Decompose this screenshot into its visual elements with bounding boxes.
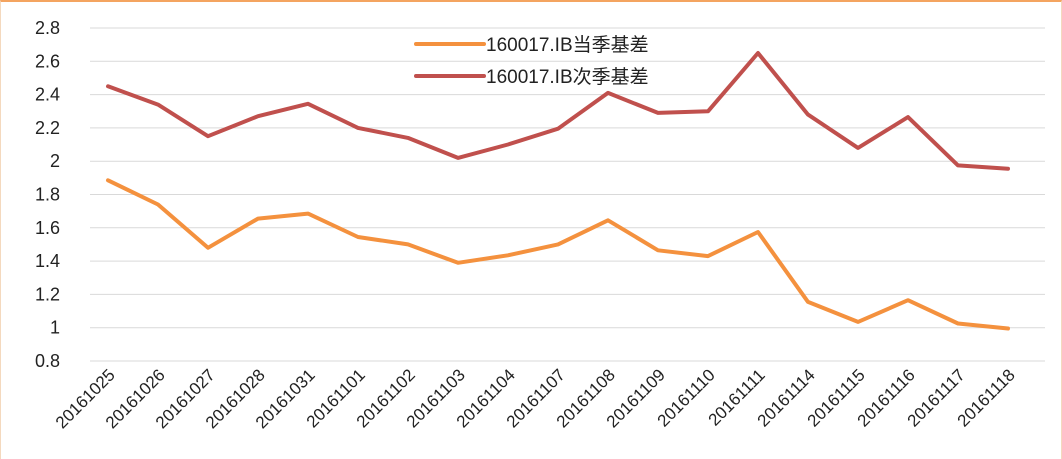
y-tick-label: 1: [50, 318, 60, 338]
y-tick-label: 1.2: [35, 284, 60, 304]
series-line-2: [106, 51, 1010, 171]
series-lines: [106, 51, 1010, 331]
y-tick-label: 0.8: [35, 351, 60, 371]
y-tick-label: 1.6: [35, 218, 60, 238]
y-tick-label: 2.8: [35, 18, 60, 38]
y-tick-label: 2.2: [35, 118, 60, 138]
y-tick-label: 2.6: [35, 51, 60, 71]
series-line-1: [106, 178, 1010, 331]
y-axis: 0.8 1 1.2 1.4 1.6 1.8 2 2.2 2.4 2.6 2.8: [35, 18, 60, 371]
gridlines: [90, 27, 1045, 362]
y-tick-label: 1.8: [35, 185, 60, 205]
y-tick-label: 2: [50, 151, 60, 171]
legend-label-series-2: 160017.IB次季基差: [486, 66, 649, 88]
legend: 160017.IB当季基差 160017.IB次季基差: [414, 34, 649, 88]
x-axis: 2016102520161026201610272016102820161031…: [52, 365, 1019, 432]
legend-label-series-1: 160017.IB当季基差: [486, 34, 649, 56]
y-tick-label: 2.4: [35, 85, 60, 105]
y-tick-label: 1.4: [35, 251, 60, 271]
